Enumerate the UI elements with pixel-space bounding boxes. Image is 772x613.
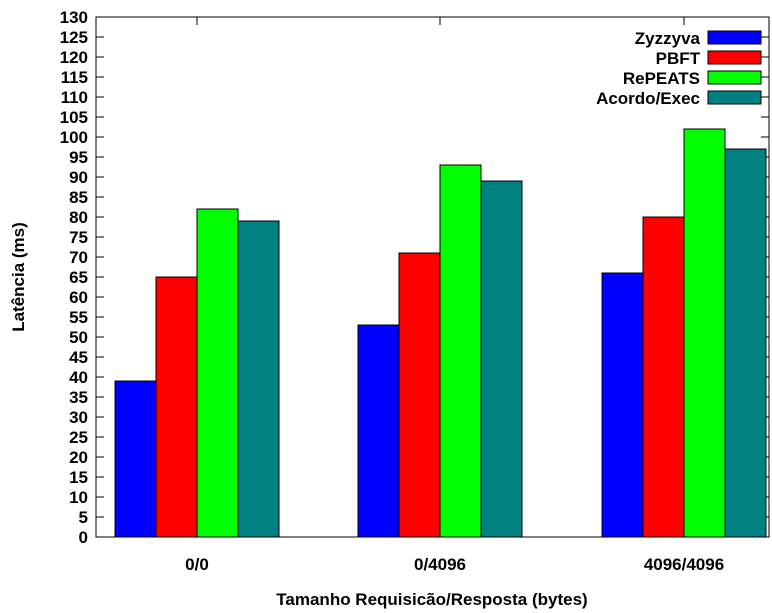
legend-swatch [707, 90, 762, 105]
y-tick-label: 125 [60, 28, 88, 47]
y-tick-label: 5 [79, 508, 88, 527]
y-tick-label: 100 [60, 128, 88, 147]
y-tick-label: 35 [69, 388, 88, 407]
y-tick-label: 120 [60, 48, 88, 67]
x-tick-label: 0/4096 [414, 555, 466, 574]
y-tick-label: 130 [60, 8, 88, 27]
y-tick-label: 55 [69, 308, 88, 327]
bar-repeats-2 [683, 128, 726, 538]
bar-acordo-exec-1 [480, 180, 523, 538]
legend-swatch [707, 30, 762, 45]
y-tick-label: 90 [69, 168, 88, 187]
y-tick-label: 70 [69, 248, 88, 267]
y-tick-label: 10 [69, 488, 88, 507]
bars [114, 128, 767, 538]
legend-label: PBFT [656, 49, 701, 68]
y-tick-label: 25 [69, 428, 88, 447]
y-tick-label: 40 [69, 368, 88, 387]
legend-label: Acordo/Exec [596, 89, 700, 108]
x-axis-ticks: 0/0 0/4096 4096/4096 [185, 17, 724, 574]
y-tick-label: 30 [69, 408, 88, 427]
bar-acordo-exec-2 [724, 148, 767, 538]
y-tick-label: 20 [69, 448, 88, 467]
y-tick-label: 15 [69, 468, 88, 487]
y-tick-label: 85 [69, 188, 88, 207]
y-tick-label: 65 [69, 268, 88, 287]
legend-swatch [707, 50, 762, 65]
bar-zyzzyva-1 [357, 324, 400, 538]
bar-zyzzyva-0 [114, 380, 157, 538]
bar-repeats-1 [439, 164, 482, 538]
legend-swatch [707, 70, 762, 85]
x-tick-label: 0/0 [185, 555, 209, 574]
y-tick-label: 45 [69, 348, 88, 367]
y-tick-label: 60 [69, 288, 88, 307]
legend-label: Zyzzyva [635, 29, 701, 48]
y-tick-label: 80 [69, 208, 88, 227]
bar-acordo-exec-0 [237, 220, 280, 538]
legend-label: RePEATS [623, 69, 700, 88]
bar-pbft-2 [642, 216, 685, 538]
x-tick-label: 4096/4096 [644, 555, 724, 574]
y-axis-label: Latência (ms) [9, 222, 28, 332]
bar-pbft-1 [398, 252, 441, 538]
y-tick-label: 0 [79, 528, 88, 547]
bar-pbft-0 [155, 276, 198, 538]
bar-repeats-0 [196, 208, 239, 538]
x-axis-label: Tamanho Requisicão/Resposta (bytes) [276, 590, 587, 609]
y-tick-label: 110 [61, 88, 88, 107]
y-tick-label: 95 [69, 148, 88, 167]
bar-zyzzyva-2 [601, 272, 644, 538]
y-axis-ticks: 0510152025303540455055606570758085909510… [60, 8, 769, 547]
y-tick-label: 115 [61, 68, 88, 87]
y-tick-label: 50 [69, 328, 88, 347]
y-tick-label: 75 [69, 228, 88, 247]
y-tick-label: 105 [60, 108, 88, 127]
